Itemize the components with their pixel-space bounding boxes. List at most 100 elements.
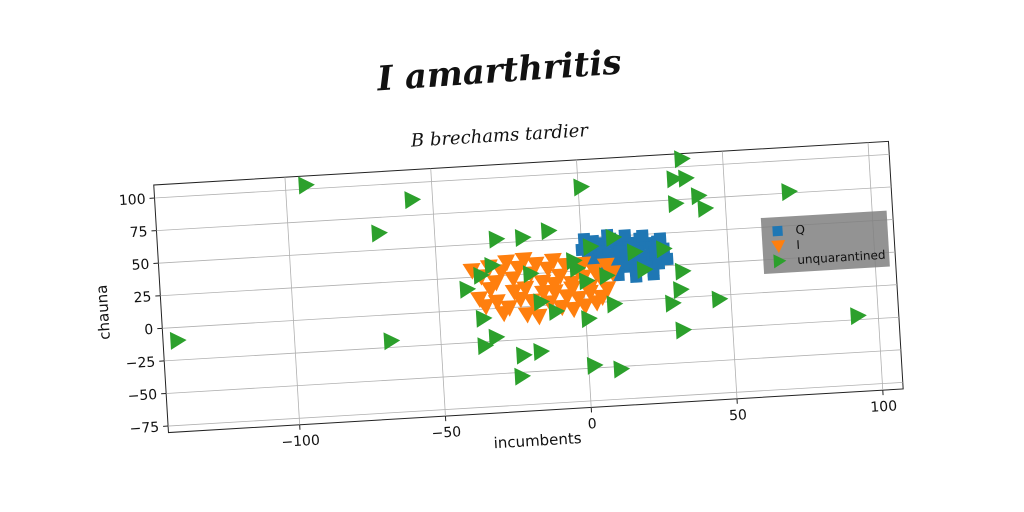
data-point-unquarantined xyxy=(533,343,551,361)
y-tick-label: −75 xyxy=(129,420,159,438)
data-point-i xyxy=(529,308,548,326)
data-point-i xyxy=(575,298,594,315)
data-point-i xyxy=(516,280,535,298)
data-point-unquarantined xyxy=(488,230,506,249)
y-grid-line xyxy=(156,186,892,232)
y-tick-label: 0 xyxy=(144,322,154,339)
data-point-i xyxy=(596,257,615,275)
legend-label-i: I xyxy=(796,238,800,252)
x-axis-ticks: −100 −50 0 50 100 xyxy=(281,390,898,451)
x-axis-label: incumbents xyxy=(493,429,582,452)
data-point-unquarantined xyxy=(697,199,715,218)
x-tick-label: 0 xyxy=(587,416,597,433)
data-point-i xyxy=(504,284,523,301)
data-point-unquarantined xyxy=(655,240,673,259)
data-point-unquarantined xyxy=(581,310,598,329)
data-point-unquarantined xyxy=(599,267,616,286)
y-grid-line xyxy=(154,153,890,199)
y-tick-label: −25 xyxy=(125,354,155,372)
data-point-i xyxy=(592,289,611,306)
data-point-unquarantined xyxy=(371,224,388,243)
data-point-i xyxy=(564,301,583,319)
data-point-q xyxy=(636,229,649,243)
legend-marker-q xyxy=(772,225,783,237)
data-point-unquarantined xyxy=(667,195,685,214)
y-tick-label: −50 xyxy=(127,387,157,405)
chart-subtitle: B brechams tardier xyxy=(409,120,590,152)
x-grid-line xyxy=(284,177,301,425)
data-point-i xyxy=(514,252,533,269)
data-point-unquarantined xyxy=(711,290,729,309)
data-point-unquarantined xyxy=(665,294,682,313)
data-point-unquarantined xyxy=(578,272,596,291)
data-point-unquarantined xyxy=(514,229,532,248)
data-point-unquarantined xyxy=(298,176,315,195)
x-grid-line xyxy=(430,168,446,417)
data-point-unquarantined xyxy=(606,295,624,314)
data-point-unquarantined xyxy=(475,309,493,328)
y-tick-label: 25 xyxy=(133,289,152,306)
data-point-q xyxy=(660,252,674,266)
data-point-unquarantined xyxy=(673,281,690,300)
data-point-i xyxy=(503,270,522,288)
data-point-i xyxy=(550,268,569,285)
y-axis-ticks: −75 −50 −25 0 25 50 75 100 xyxy=(118,192,169,438)
y-grid-line xyxy=(168,381,903,427)
data-point-unquarantined xyxy=(488,328,506,347)
data-point-i xyxy=(545,276,564,294)
legend-label-q: Q xyxy=(795,222,805,237)
data-point-unquarantined xyxy=(690,187,708,206)
data-point-unquarantined xyxy=(522,265,540,284)
data-point-unquarantined xyxy=(569,259,587,278)
data-points xyxy=(169,150,867,386)
y-grid-line xyxy=(166,349,901,394)
data-point-unquarantined xyxy=(781,183,799,202)
data-point-i xyxy=(598,281,617,298)
data-point-unquarantined xyxy=(573,178,591,197)
y-grid-line xyxy=(162,284,898,329)
data-point-unquarantined xyxy=(605,228,623,247)
data-point-i xyxy=(487,294,506,311)
data-point-i xyxy=(585,263,604,281)
data-point-unquarantined xyxy=(484,257,502,275)
y-tick-label: 50 xyxy=(131,257,150,274)
y-tick-label: 100 xyxy=(118,192,146,210)
data-point-unquarantined xyxy=(850,307,867,326)
x-tick-label: 50 xyxy=(729,407,748,424)
data-point-unquarantined xyxy=(636,261,654,280)
legend-marker-i xyxy=(771,240,786,254)
x-tick-label: 100 xyxy=(870,398,898,416)
data-point-unquarantined xyxy=(582,238,600,257)
data-point-q xyxy=(618,229,632,242)
data-point-i xyxy=(470,291,489,309)
data-point-unquarantined xyxy=(516,346,533,365)
data-point-unquarantined xyxy=(675,321,693,340)
data-point-unquarantined xyxy=(666,170,684,189)
data-point-unquarantined xyxy=(477,337,495,356)
data-point-i xyxy=(499,299,518,317)
x-grid-line xyxy=(721,151,738,399)
x-tick-label: −50 xyxy=(431,424,461,442)
data-point-unquarantined xyxy=(514,367,532,386)
y-axis-label: chauna xyxy=(93,284,114,340)
chart-title: I amarthritis xyxy=(375,43,623,100)
data-point-i xyxy=(497,254,516,272)
plot-area: B brechams tardier −100 −50 050 100 −75−50−… xyxy=(93,120,904,452)
data-point-i xyxy=(580,284,599,302)
data-point-unquarantined xyxy=(548,302,566,321)
data-point-unquarantined xyxy=(626,243,644,262)
data-point-unquarantined xyxy=(169,331,187,350)
data-point-unquarantined xyxy=(674,262,692,281)
legend-marker-unquarantined xyxy=(773,254,787,269)
legend-label-unquarantined: unquarantined xyxy=(797,248,886,267)
data-point-unquarantined xyxy=(459,280,477,299)
data-point-unquarantined xyxy=(540,222,558,241)
data-point-i xyxy=(476,298,495,316)
data-point-i xyxy=(543,252,562,270)
data-point-unquarantined xyxy=(533,293,551,312)
data-point-unquarantined xyxy=(678,169,695,188)
data-point-unquarantined xyxy=(404,191,422,210)
legend-box xyxy=(760,210,890,274)
data-point-unquarantined xyxy=(586,356,604,375)
